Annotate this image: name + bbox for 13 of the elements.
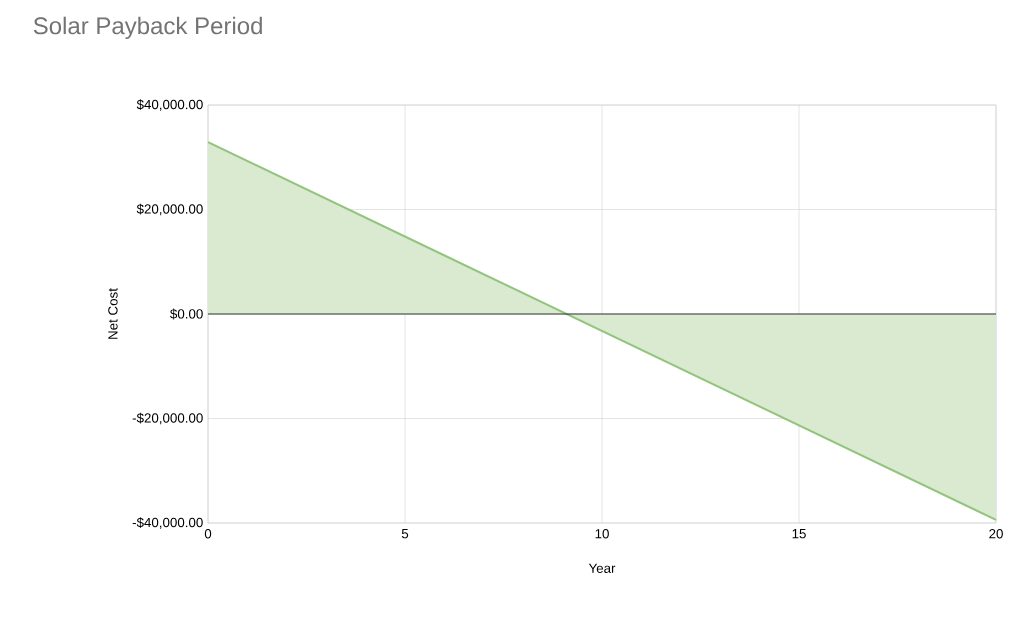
y-tick-label: $40,000.00 [136, 99, 203, 111]
x-tick-label: 0 [204, 529, 212, 539]
x-tick-label: 15 [792, 529, 806, 539]
y-tick-label: -$40,000.00 [132, 517, 203, 529]
y-tick-label: $20,000.00 [136, 203, 203, 216]
y-tick-label: -$20,000.00 [132, 412, 203, 425]
x-axis-title: Year [588, 563, 616, 573]
x-tick-label: 5 [401, 529, 409, 539]
x-tick-label: 20 [989, 529, 1003, 539]
y-tick-label: $0.00 [170, 308, 203, 320]
y-axis-title: Net Cost [108, 288, 118, 339]
chart-title: Solar Payback Period [33, 16, 262, 40]
x-tick-label: 10 [595, 529, 609, 539]
